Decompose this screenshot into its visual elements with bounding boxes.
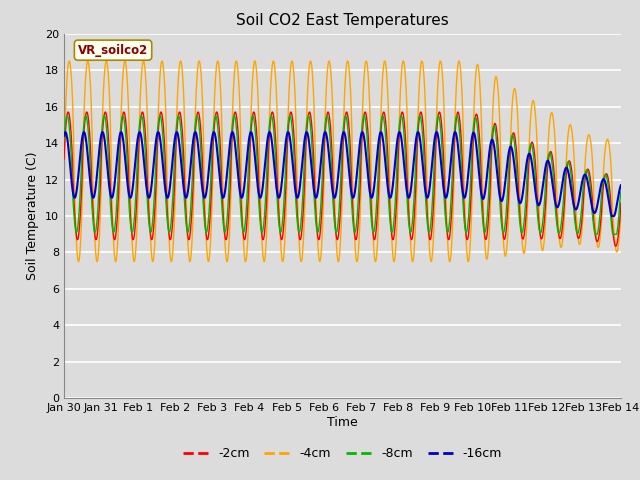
X-axis label: Time: Time bbox=[327, 416, 358, 429]
Legend: -2cm, -4cm, -8cm, -16cm: -2cm, -4cm, -8cm, -16cm bbox=[178, 442, 507, 465]
Title: Soil CO2 East Temperatures: Soil CO2 East Temperatures bbox=[236, 13, 449, 28]
Text: VR_soilco2: VR_soilco2 bbox=[78, 44, 148, 57]
Y-axis label: Soil Temperature (C): Soil Temperature (C) bbox=[26, 152, 40, 280]
